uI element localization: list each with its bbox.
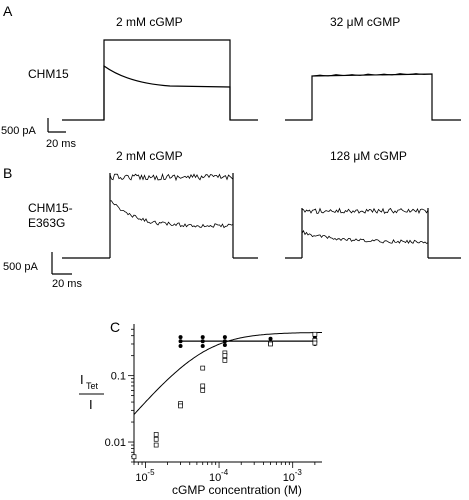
x-axis-label: cGMP concentration (M) bbox=[172, 483, 302, 497]
panel-b-scale-current: 500 pA bbox=[3, 261, 39, 273]
panel-b-right-label: 128 μM cGMP bbox=[330, 149, 407, 163]
data-point-filled bbox=[200, 343, 205, 348]
data-point-open bbox=[153, 432, 159, 437]
panel-b-left-label: 2 mM cGMP bbox=[116, 149, 183, 163]
x-tick-exponent: -4 bbox=[221, 468, 229, 477]
panel-a-row-label: CHM15 bbox=[28, 67, 69, 81]
data-point-open bbox=[222, 353, 228, 359]
panel-a-left-decay-trace bbox=[103, 64, 231, 120]
y-tick-label: 0.1 bbox=[111, 371, 126, 383]
panel-b-row-label-2: E363G bbox=[28, 216, 65, 230]
y-tick-label: 0.01 bbox=[105, 437, 126, 449]
data-point-filled bbox=[200, 339, 205, 344]
panel-b-letter: B bbox=[3, 165, 12, 181]
data-point-filled bbox=[268, 336, 273, 341]
x-tick-label: 10 bbox=[283, 472, 295, 484]
data-point-open bbox=[200, 388, 206, 393]
y-axis-label: I Tet I bbox=[79, 372, 104, 412]
x-tick-label: 10 bbox=[135, 472, 147, 484]
x-tick-exponent: -5 bbox=[147, 468, 155, 477]
data-point-open bbox=[312, 331, 318, 337]
panel-b-row-label-1: CHM15- bbox=[28, 201, 73, 215]
data-point-open bbox=[222, 358, 228, 363]
panel-a-left-label: 2 mM cGMP bbox=[116, 15, 183, 29]
panel-c-letter: C bbox=[110, 319, 120, 335]
data-point-open bbox=[131, 454, 137, 460]
panel-b-scale-time: 20 ms bbox=[52, 278, 82, 290]
x-tick-exponent: -3 bbox=[295, 468, 303, 477]
data-point-filled bbox=[178, 335, 183, 340]
panel-a-scale-current: 500 pA bbox=[1, 125, 37, 137]
data-point-open bbox=[153, 442, 159, 448]
data-point-filled bbox=[178, 343, 183, 348]
data-point-open bbox=[200, 365, 206, 371]
panel-b-right-decay-trace bbox=[301, 229, 429, 245]
data-point-filled bbox=[200, 335, 205, 340]
y-label-denominator: I bbox=[89, 397, 93, 412]
data-point-filled bbox=[222, 339, 227, 344]
data-point-filled bbox=[222, 335, 227, 340]
panel-a-right-label: 32 μM cGMP bbox=[330, 15, 400, 29]
data-point-filled bbox=[222, 342, 227, 347]
y-label-main: I bbox=[80, 372, 84, 387]
panel-b-right-top-trace bbox=[301, 207, 429, 214]
data-point-open bbox=[178, 403, 183, 409]
data-point-open bbox=[312, 340, 318, 346]
panel-a-scale-time: 20 ms bbox=[46, 138, 76, 150]
panel-a-scale-bar bbox=[47, 118, 66, 133]
data-point-filled bbox=[178, 339, 183, 344]
y-label-sub: Tet bbox=[86, 381, 99, 391]
panel-b-left-top-trace bbox=[109, 172, 234, 182]
panel-a-right-trace bbox=[285, 73, 461, 121]
data-point-open bbox=[153, 436, 159, 442]
panel-a-right-noise bbox=[311, 73, 433, 77]
panel-a-letter: A bbox=[3, 3, 13, 19]
panel-a-left-outer-trace bbox=[62, 39, 258, 121]
data-point-open bbox=[268, 341, 273, 347]
x-tick-label: 10 bbox=[209, 472, 221, 484]
panel-b-scale-bar bbox=[51, 252, 72, 275]
panel-b-left-decay-trace bbox=[109, 200, 234, 229]
fit-curve bbox=[133, 332, 322, 415]
plot-area: 10 -5 10 -4 10 -30.010.1 bbox=[105, 324, 322, 484]
data-point-open bbox=[200, 383, 206, 389]
